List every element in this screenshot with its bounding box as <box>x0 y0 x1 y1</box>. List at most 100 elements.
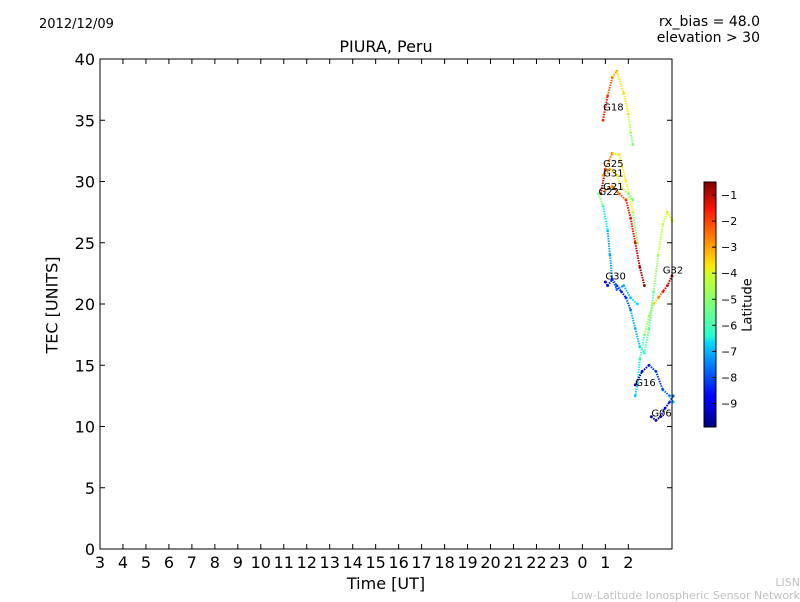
trace-segment <box>634 328 641 348</box>
trace-segment <box>618 154 628 182</box>
trace-segment <box>625 199 632 219</box>
trace-segment <box>634 370 644 386</box>
trace-segment <box>662 285 669 293</box>
trace-segment <box>657 291 664 299</box>
trace-segment <box>631 211 639 243</box>
trace-segment <box>627 193 634 201</box>
trace-segment <box>652 254 660 292</box>
y-tick-label: 35 <box>75 111 95 130</box>
trace-segment <box>648 303 655 317</box>
x-axis-label: Time [UT] <box>346 574 426 593</box>
trace-segment <box>648 291 655 329</box>
trace-segment <box>627 114 632 133</box>
trace-segment <box>620 186 630 195</box>
x-tick-label: 1 <box>600 553 610 572</box>
trace-segment <box>606 230 611 256</box>
trace-segment <box>643 316 650 335</box>
y-tick-label: 40 <box>75 50 95 69</box>
trace-segment <box>652 297 660 305</box>
trace-segment <box>602 168 611 177</box>
trace-segment <box>634 383 639 397</box>
trace-segment <box>666 211 673 222</box>
elevation-label: elevation > 30 <box>656 30 760 46</box>
series-G21: G21 <box>603 182 646 288</box>
trace-segment <box>620 291 627 299</box>
trace-segment <box>611 185 620 195</box>
x-tick-label: 17 <box>411 553 431 572</box>
trace-segment <box>648 364 657 373</box>
trace-segment <box>606 77 614 96</box>
trace-segment <box>615 70 625 94</box>
trace-segment <box>629 309 637 329</box>
y-tick-label: 25 <box>75 234 95 253</box>
colorbar-ticks: −1 −2 −3 −4 −5 −6 −7 −8 −9 <box>712 189 737 411</box>
colorbar-tick-label: −9 <box>721 398 737 411</box>
x-tick-label: 12 <box>297 553 317 572</box>
x-tick-label: 16 <box>388 553 408 572</box>
x-tick-label: 6 <box>164 553 174 572</box>
trace-segment <box>611 70 618 78</box>
trace-segment <box>625 297 632 311</box>
credit-line-2: Low-Latitude Ionospheric Sensor Network <box>571 589 800 602</box>
trace-segment <box>662 389 671 397</box>
chart-title: PIURA, Peru <box>339 37 433 56</box>
trace-segment <box>643 328 651 354</box>
y-tick-label: 30 <box>75 173 95 192</box>
x-tick-label: 5 <box>141 553 151 572</box>
series-G18: G18 <box>601 69 635 147</box>
trace-segment <box>638 267 646 286</box>
colorbar-tick-label: −2 <box>721 215 737 228</box>
x-tick-label: 20 <box>480 553 500 572</box>
trace-segment <box>618 193 627 201</box>
plot-frame <box>99 58 673 550</box>
trace-segment <box>664 401 671 409</box>
x-tick-label: 7 <box>187 553 197 572</box>
trace-segment <box>597 193 605 207</box>
colorbar-tick-label: −7 <box>721 345 737 358</box>
trace-segment <box>602 95 609 121</box>
colorbar-tick-label: −8 <box>721 371 737 384</box>
trace-segment <box>629 297 639 305</box>
series-G06: G06 <box>649 394 675 422</box>
series-G16: G16 <box>633 363 675 404</box>
credit-block: LISN Low-Latitude Ionospheric Sensor Net… <box>571 576 800 602</box>
trace-segment <box>655 415 662 422</box>
colorbar-tick-label: −4 <box>721 267 737 280</box>
trace-segment <box>634 242 641 268</box>
trace-segment <box>606 278 614 287</box>
trace-segment <box>609 168 618 177</box>
trace-segment <box>666 275 673 287</box>
trace-segment <box>616 285 623 293</box>
series-G30: G30 <box>603 272 639 306</box>
credit-line-1: LISN <box>775 576 800 589</box>
colorbar-tick-label: −5 <box>721 293 737 306</box>
x-tick-label: 21 <box>503 553 523 572</box>
x-tick-label: 11 <box>274 553 294 572</box>
series-label: G31 <box>603 169 623 180</box>
trace-segment <box>657 224 664 256</box>
x-tick-label: 4 <box>118 553 128 572</box>
bias-info: rx_bias = 48.0 elevation > 30 <box>657 14 760 46</box>
x-tick-label: 14 <box>343 553 363 572</box>
colorbar <box>703 181 717 428</box>
y-tick-label: 20 <box>75 295 95 314</box>
x-tick-label: 23 <box>549 553 569 572</box>
colorbar-tick-label: −6 <box>721 319 737 332</box>
trace-segment <box>608 254 614 280</box>
y-tick-label: 10 <box>75 418 95 437</box>
series-G31: G31 <box>601 167 635 202</box>
series-label: G32 <box>663 265 683 276</box>
x-tick-label: 22 <box>526 553 546 572</box>
data-point <box>631 143 635 147</box>
series-label: G06 <box>651 409 671 420</box>
date-label: 2012/12/09 <box>39 17 114 32</box>
trace-segment <box>622 93 630 115</box>
y-tick-label: 0 <box>85 540 95 559</box>
trace-segment <box>668 395 675 403</box>
series-label: G16 <box>635 378 655 389</box>
trace-segment <box>612 152 620 156</box>
colorbar-tick-label: −1 <box>721 189 737 202</box>
trace-segment <box>638 334 646 360</box>
